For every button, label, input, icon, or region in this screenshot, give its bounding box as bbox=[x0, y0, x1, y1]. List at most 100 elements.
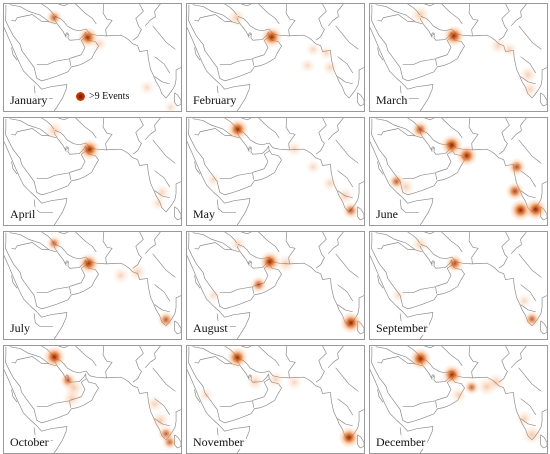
coastline-13 bbox=[4, 369, 68, 453]
coastline-17 bbox=[248, 260, 252, 266]
coastline-13 bbox=[370, 141, 434, 225]
heat-hotspot-2 bbox=[456, 145, 478, 167]
coastline-17 bbox=[248, 32, 252, 38]
coastline-11 bbox=[154, 284, 171, 302]
map-svg bbox=[4, 346, 181, 453]
month-label: March bbox=[374, 93, 410, 107]
coastline-11 bbox=[337, 170, 354, 188]
coastline-3 bbox=[11, 356, 50, 365]
coastline-13 bbox=[4, 27, 68, 111]
coastline-7 bbox=[285, 4, 296, 36]
coastline-8 bbox=[315, 4, 327, 41]
heat-hotspot-3 bbox=[139, 79, 155, 95]
coastline-18 bbox=[241, 4, 252, 7]
coastline-13 bbox=[187, 369, 251, 453]
coastline-5 bbox=[36, 172, 71, 180]
coastline-14 bbox=[194, 47, 201, 61]
month-label: April bbox=[8, 207, 38, 221]
month-label: July bbox=[8, 321, 33, 335]
legend-label: >9 Events bbox=[89, 91, 130, 102]
heat-hotspot-4 bbox=[198, 387, 214, 403]
heat-hotspot-2 bbox=[112, 267, 130, 284]
coastline-7 bbox=[102, 118, 113, 150]
month-label: November bbox=[191, 435, 246, 449]
coastline-19 bbox=[75, 4, 97, 25]
coastline-11 bbox=[337, 398, 354, 416]
heat-hotspot-5 bbox=[450, 386, 467, 404]
coastline-9 bbox=[144, 4, 161, 27]
coastline-0 bbox=[188, 118, 282, 196]
heat-hotspot-5 bbox=[151, 411, 170, 430]
coastline-0 bbox=[5, 118, 99, 196]
coastline-9 bbox=[327, 118, 344, 141]
heat-hotspot-2 bbox=[305, 41, 321, 57]
coastline-16 bbox=[357, 92, 364, 107]
heat-hotspot-8 bbox=[524, 198, 547, 221]
coastline-17 bbox=[65, 32, 69, 38]
coastline-15 bbox=[33, 199, 53, 213]
coastline-10 bbox=[152, 139, 176, 164]
coastline-18 bbox=[58, 232, 69, 235]
coastline-17 bbox=[65, 260, 69, 266]
coastline-3 bbox=[11, 14, 50, 23]
heat-hotspot-1 bbox=[445, 254, 464, 273]
coastline-7 bbox=[468, 118, 479, 150]
coastline-5 bbox=[219, 400, 254, 408]
coastline-9 bbox=[327, 346, 344, 369]
coastline-13 bbox=[370, 369, 434, 453]
coastline-13 bbox=[187, 27, 251, 111]
heat-hotspot-4 bbox=[163, 100, 178, 111]
coastline-10 bbox=[518, 253, 542, 278]
heat-hotspot-4 bbox=[487, 373, 506, 392]
coastline-10 bbox=[518, 25, 542, 50]
coastline-19 bbox=[258, 118, 280, 139]
coastline-14 bbox=[377, 161, 384, 175]
map-panel-july: July bbox=[3, 231, 182, 340]
heat-hotspot-3 bbox=[250, 276, 268, 294]
coastline-10 bbox=[518, 139, 542, 164]
coastline-17 bbox=[431, 374, 435, 380]
coastline-9 bbox=[327, 4, 344, 27]
coastline-7 bbox=[285, 346, 296, 378]
heat-hotspot-5 bbox=[521, 80, 539, 98]
coastline-4 bbox=[252, 378, 270, 401]
map-panel-october: October bbox=[3, 345, 182, 454]
coastline-7 bbox=[468, 346, 479, 378]
coastline-9 bbox=[144, 346, 161, 369]
coastline-19 bbox=[441, 118, 463, 139]
coastline-11 bbox=[154, 56, 171, 74]
coastline-17 bbox=[431, 32, 435, 38]
coastline-3 bbox=[377, 14, 416, 23]
coastline-11 bbox=[520, 398, 537, 416]
coastline-18 bbox=[58, 118, 69, 121]
heat-hotspot-1 bbox=[261, 26, 283, 48]
heat-hotspot-5 bbox=[507, 157, 526, 177]
coastline-8 bbox=[132, 232, 144, 269]
map-svg bbox=[187, 118, 364, 225]
coastline-8 bbox=[132, 118, 144, 155]
coastline-8 bbox=[132, 346, 144, 383]
heat-hotspot-1 bbox=[205, 172, 221, 188]
month-label: December bbox=[374, 435, 428, 449]
coastline-12 bbox=[154, 76, 170, 85]
heat-hotspot-4 bbox=[523, 310, 541, 328]
coastline-17 bbox=[248, 146, 252, 152]
coastline-17 bbox=[431, 260, 435, 266]
heat-hotspot-5 bbox=[339, 311, 362, 334]
coastline-3 bbox=[377, 242, 416, 251]
coastline-18 bbox=[58, 346, 69, 349]
coastline-0 bbox=[5, 4, 99, 82]
coastline-18 bbox=[241, 232, 252, 235]
coastline-19 bbox=[258, 346, 280, 367]
coastline-10 bbox=[335, 367, 359, 392]
map-svg bbox=[4, 118, 181, 225]
coastline-5 bbox=[36, 286, 71, 294]
coastline-13 bbox=[370, 27, 434, 111]
coastline-8 bbox=[132, 4, 144, 41]
coastline-3 bbox=[11, 128, 50, 137]
coastline-17 bbox=[65, 146, 69, 152]
coastline-9 bbox=[510, 346, 527, 369]
coastline-18 bbox=[424, 4, 435, 7]
heat-hotspot-0 bbox=[229, 235, 247, 253]
